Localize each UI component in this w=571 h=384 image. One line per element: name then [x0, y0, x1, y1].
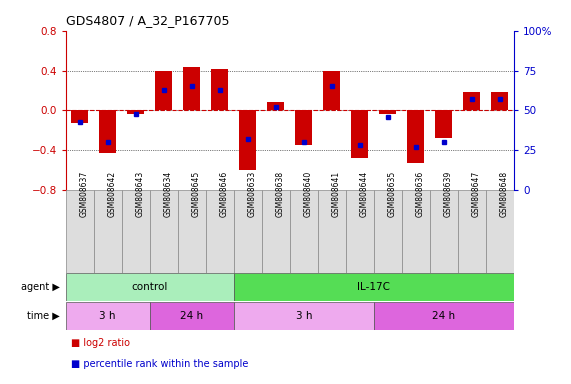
- Bar: [66, 190, 94, 273]
- Bar: [492, 93, 508, 111]
- Bar: [150, 190, 178, 273]
- Text: 3 h: 3 h: [99, 311, 116, 321]
- Bar: [464, 93, 480, 111]
- Text: GSM808646: GSM808646: [220, 171, 229, 217]
- Text: control: control: [131, 282, 168, 292]
- Bar: [408, 111, 424, 163]
- Bar: [430, 190, 458, 273]
- Text: 24 h: 24 h: [432, 311, 456, 321]
- Text: 3 h: 3 h: [296, 311, 312, 321]
- Text: GSM808647: GSM808647: [472, 171, 481, 217]
- Text: GSM808645: GSM808645: [192, 171, 201, 217]
- Bar: [323, 71, 340, 111]
- Text: 24 h: 24 h: [180, 311, 203, 321]
- Bar: [211, 69, 228, 111]
- Bar: [486, 190, 514, 273]
- Text: ■ percentile rank within the sample: ■ percentile rank within the sample: [71, 359, 249, 369]
- Bar: [71, 111, 88, 123]
- Bar: [346, 190, 374, 273]
- Bar: [402, 190, 430, 273]
- Bar: [66, 273, 234, 301]
- Bar: [295, 111, 312, 145]
- Bar: [318, 190, 346, 273]
- Bar: [122, 190, 150, 273]
- Bar: [374, 190, 402, 273]
- Text: GDS4807 / A_32_P167705: GDS4807 / A_32_P167705: [66, 14, 229, 27]
- Text: agent ▶: agent ▶: [21, 282, 60, 292]
- Text: GSM808636: GSM808636: [416, 171, 425, 217]
- Bar: [94, 190, 122, 273]
- Text: GSM808640: GSM808640: [304, 171, 313, 217]
- Bar: [178, 190, 206, 273]
- Text: GSM808639: GSM808639: [444, 171, 453, 217]
- Text: GSM808642: GSM808642: [108, 171, 116, 217]
- Text: GSM808637: GSM808637: [80, 171, 89, 217]
- Text: ■ log2 ratio: ■ log2 ratio: [71, 338, 130, 348]
- Bar: [239, 111, 256, 170]
- Bar: [374, 302, 514, 329]
- Bar: [436, 111, 452, 138]
- Text: GSM808648: GSM808648: [500, 171, 509, 217]
- Bar: [351, 111, 368, 158]
- Bar: [183, 66, 200, 111]
- Bar: [234, 302, 374, 329]
- Bar: [262, 190, 289, 273]
- Bar: [99, 111, 116, 153]
- Bar: [206, 190, 234, 273]
- Text: GSM808641: GSM808641: [332, 171, 341, 217]
- Text: GSM808643: GSM808643: [136, 171, 144, 217]
- Bar: [290, 190, 318, 273]
- Text: IL-17C: IL-17C: [357, 282, 391, 292]
- Bar: [267, 103, 284, 111]
- Text: GSM808634: GSM808634: [164, 171, 172, 217]
- Bar: [155, 71, 172, 111]
- Text: GSM808638: GSM808638: [276, 171, 285, 217]
- Bar: [150, 302, 234, 329]
- Bar: [458, 190, 486, 273]
- Text: GSM808633: GSM808633: [248, 171, 257, 217]
- Bar: [379, 111, 396, 114]
- Bar: [127, 111, 144, 114]
- Bar: [234, 273, 514, 301]
- Bar: [66, 302, 150, 329]
- Text: time ▶: time ▶: [27, 311, 60, 321]
- Text: GSM808635: GSM808635: [388, 171, 397, 217]
- Bar: [234, 190, 262, 273]
- Text: GSM808644: GSM808644: [360, 171, 369, 217]
